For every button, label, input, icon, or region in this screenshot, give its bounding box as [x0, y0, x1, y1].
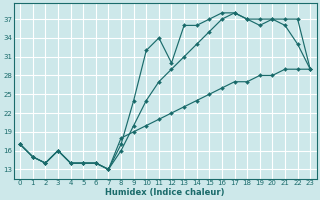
X-axis label: Humidex (Indice chaleur): Humidex (Indice chaleur)	[106, 188, 225, 197]
